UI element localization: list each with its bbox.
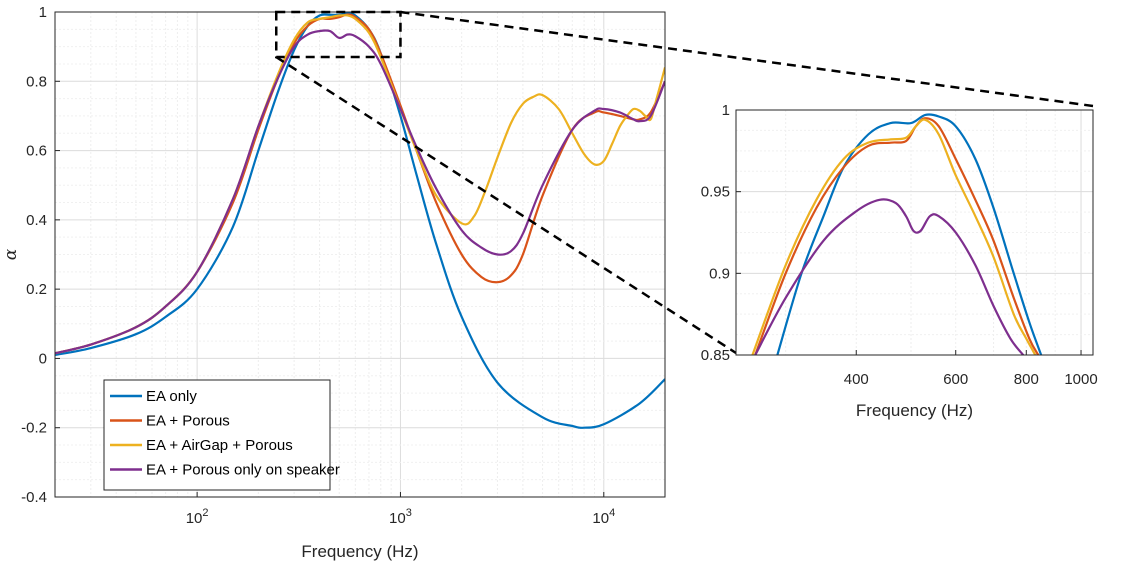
inset-y-tick-label: 0.9 bbox=[709, 265, 730, 282]
main-series-layer bbox=[55, 12, 665, 429]
inset-tick-layer: 0.85 0.9 0.95 1 400 600 800 1000 bbox=[701, 102, 1098, 388]
main-x-tick-label: 102 bbox=[186, 507, 209, 527]
main-tick-layer: -0.4 -0.2 0 0.2 0.4 0.6 0.8 1 102 103 104 bbox=[21, 4, 615, 527]
inset-series-layer bbox=[751, 113, 1043, 355]
main-y-tick-label: 0.6 bbox=[26, 143, 47, 160]
inset-y-tick-label: 0.95 bbox=[701, 184, 730, 201]
legend-entry-1: EA only bbox=[146, 388, 197, 405]
legend-entry-4: EA + Porous only on speaker bbox=[146, 462, 340, 479]
zoom-connector-top bbox=[400, 10, 1094, 108]
main-series-1-line bbox=[55, 12, 665, 429]
zoom-region-box bbox=[275, 10, 402, 59]
inset-chart: 0.85 0.9 0.95 1 400 600 800 1000 Frequency (Hz) bbox=[701, 102, 1098, 420]
main-y-tick-label: 0.4 bbox=[26, 212, 47, 229]
main-y-tick-label: 0.2 bbox=[26, 281, 47, 298]
main-series-4-line bbox=[55, 29, 665, 355]
legend-entry-3: EA + AirGap + Porous bbox=[146, 437, 293, 454]
legend: EA only EA + Porous EA + AirGap + Porous EA… bbox=[103, 379, 340, 491]
legend-entry-2: EA + Porous bbox=[146, 413, 230, 430]
inset-series-3-line bbox=[751, 118, 1037, 355]
main-y-tick-label: -0.4 bbox=[21, 489, 47, 506]
main-y-tick-label: 0.8 bbox=[26, 73, 47, 90]
main-x-tick-label: 103 bbox=[389, 507, 412, 527]
main-x-tick-label: 104 bbox=[592, 507, 615, 527]
main-y-tick-label: -0.2 bbox=[21, 420, 47, 437]
main-y-tick-label: 1 bbox=[39, 4, 47, 21]
inset-x-axis-label: Frequency (Hz) bbox=[856, 401, 973, 420]
main-series-2-line bbox=[55, 13, 665, 355]
main-y-axis-label: α bbox=[1, 248, 21, 260]
main-y-tick-label: 0 bbox=[39, 350, 47, 367]
inset-x-tick-label: 1000 bbox=[1064, 371, 1097, 388]
zoom-connector-bottom bbox=[275, 55, 737, 355]
inset-x-tick-label: 800 bbox=[1014, 371, 1039, 388]
inset-series-4-line bbox=[754, 198, 1025, 355]
inset-x-tick-label: 600 bbox=[943, 371, 968, 388]
main-x-axis-label: Frequency (Hz) bbox=[301, 542, 418, 561]
inset-x-tick-label: 400 bbox=[844, 371, 869, 388]
inset-y-tick-label: 0.85 bbox=[701, 347, 730, 364]
main-chart: -0.4 -0.2 0 0.2 0.4 0.6 0.8 1 102 103 104 Frequenc… bbox=[1, 4, 666, 561]
legend-box bbox=[103, 379, 331, 491]
inset-series-1-line bbox=[776, 113, 1043, 355]
inset-plot-frame bbox=[735, 109, 1094, 356]
zoom-connectors bbox=[275, 10, 1094, 355]
inset-y-tick-label: 1 bbox=[722, 102, 730, 119]
